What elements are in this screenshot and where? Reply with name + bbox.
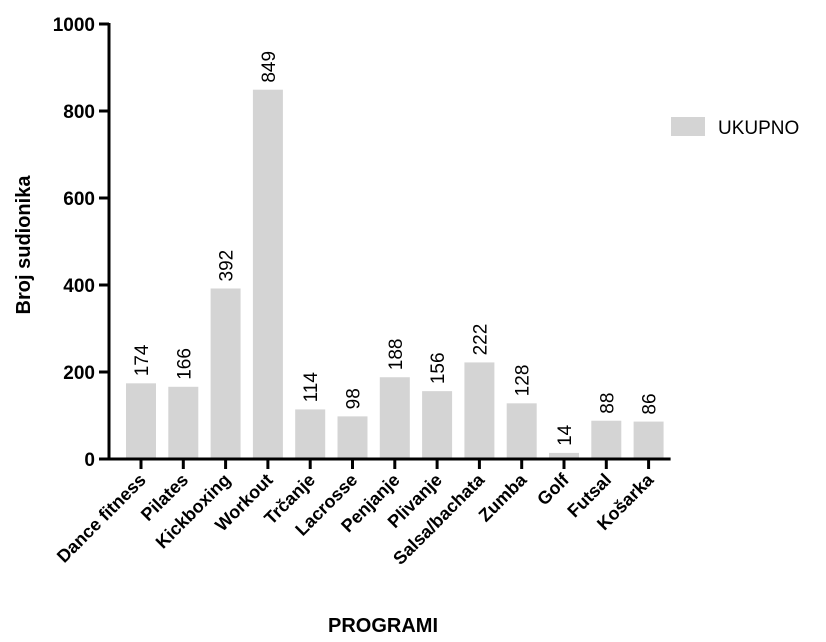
data-label: 114 <box>301 372 322 403</box>
y-tick-label: 0 <box>84 450 95 471</box>
bar <box>549 452 579 459</box>
data-label: 128 <box>513 365 534 397</box>
bar <box>168 386 199 459</box>
bar <box>422 391 453 459</box>
y-tick-label: 200 <box>63 363 95 384</box>
y-axis-title: Broj sudionika <box>13 175 35 315</box>
data-label: 849 <box>259 51 280 83</box>
y-tick-label: 800 <box>63 102 95 123</box>
x-axis-title: PROGRAMI <box>328 615 438 637</box>
data-label: 174 <box>132 344 153 376</box>
data-label: 14 <box>555 424 576 446</box>
bar <box>464 362 495 459</box>
data-label: 166 <box>174 348 195 380</box>
bar <box>591 420 622 459</box>
legend-label: UKUPNO <box>718 118 799 139</box>
bar <box>337 416 368 459</box>
y-tick-label: 600 <box>63 189 95 210</box>
x-axis: Dance fitnessPilatesKickboxingWorkoutTrč… <box>53 457 671 569</box>
bar <box>633 421 664 459</box>
bar <box>210 288 241 459</box>
bar <box>295 409 326 459</box>
legend-swatch <box>671 117 705 136</box>
legend: UKUPNO <box>671 117 799 139</box>
data-label: 392 <box>217 250 238 282</box>
data-label: 86 <box>640 393 661 414</box>
y-axis: 0 200 400 600 800 1000 <box>53 15 111 471</box>
y-tick-label: 1000 <box>53 15 95 36</box>
data-label: 156 <box>428 352 449 384</box>
bar <box>506 403 537 459</box>
bar <box>252 89 283 459</box>
data-label: 98 <box>344 388 365 409</box>
y-tick-label: 400 <box>63 276 95 297</box>
data-label: 188 <box>386 339 407 371</box>
data-label: 222 <box>470 324 491 356</box>
data-label: 88 <box>597 393 618 414</box>
data-labels-group: 174 166 392 849 114 98 188 156 222 128 14 88 86 <box>132 51 661 446</box>
x-tick-label: Dance fitness <box>53 470 150 567</box>
bar <box>126 383 156 459</box>
bars-group <box>126 89 664 459</box>
bar <box>379 377 410 459</box>
x-tick-label: Zumba <box>475 469 532 526</box>
